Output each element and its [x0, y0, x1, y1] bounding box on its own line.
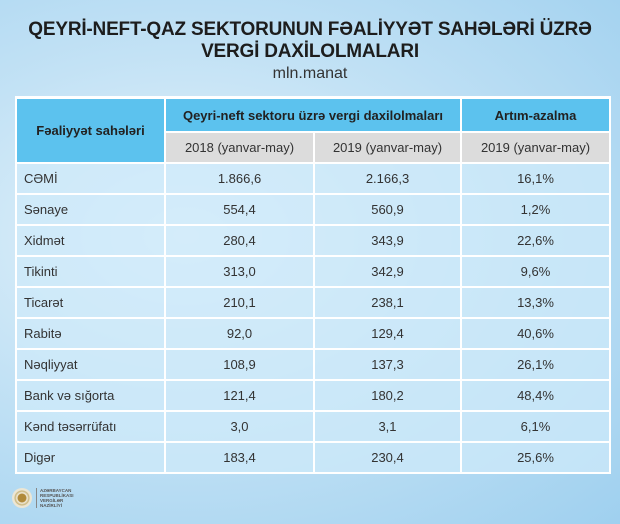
cell-2018: 183,4: [164, 441, 315, 474]
table-row: Ticarət 210,1 238,1 13,3%: [15, 286, 611, 319]
cell-2019: 343,9: [313, 224, 462, 257]
header-change-period: 2019 (yanvar-may): [460, 131, 611, 164]
logo-line: RESPUBLİKASI: [40, 493, 74, 498]
cell-2018: 1.866,6: [164, 162, 315, 195]
cell-change: 25,6%: [460, 441, 611, 474]
cell-change: 22,6%: [460, 224, 611, 257]
table-row: Rabitə 92,0 129,4 40,6%: [15, 317, 611, 350]
cell-2019: 137,3: [313, 348, 462, 381]
cell-activity: Digər: [15, 441, 166, 474]
cell-activity: Ticarət: [15, 286, 166, 319]
table-row: CƏMİ 1.866,6 2.166,3 16,1%: [15, 162, 611, 195]
cell-activity: Rabitə: [15, 317, 166, 350]
cell-activity: Nəqliyyat: [15, 348, 166, 381]
cell-2019: 3,1: [313, 410, 462, 443]
cell-2019: 129,4: [313, 317, 462, 350]
cell-activity: Tikinti: [15, 255, 166, 288]
header-2019: 2019 (yanvar-may): [313, 131, 462, 164]
cell-change: 16,1%: [460, 162, 611, 195]
cell-change: 1,2%: [460, 193, 611, 226]
table-row: Kənd təsərrüfatı 3,0 3,1 6,1%: [15, 410, 611, 443]
cell-activity: CƏMİ: [15, 162, 166, 195]
cell-2018: 210,1: [164, 286, 315, 319]
cell-2018: 121,4: [164, 379, 315, 412]
cell-2018: 108,9: [164, 348, 315, 381]
table-row: Xidmət 280,4 343,9 22,6%: [15, 224, 611, 257]
cell-change: 48,4%: [460, 379, 611, 412]
cell-activity: Bank və sığorta: [15, 379, 166, 412]
cell-2019: 238,1: [313, 286, 462, 319]
logo-line: AZƏRBAYCAN: [40, 488, 72, 493]
logo-text: AZƏRBAYCAN RESPUBLİKASI VERGİLƏR NAZİRLİ…: [36, 488, 74, 508]
cell-2018: 554,4: [164, 193, 315, 226]
title-line-1: QEYRİ-NEFT-QAZ SEKTORUNUN FƏALİYYƏT SAHƏ…: [28, 19, 592, 40]
cell-activity: Sənaye: [15, 193, 166, 226]
header-2018: 2018 (yanvar-may): [164, 131, 315, 164]
unit-label: mln.manat: [272, 65, 348, 82]
table-row: Tikinti 313,0 342,9 9,6%: [15, 255, 611, 288]
cell-2019: 342,9: [313, 255, 462, 288]
page-title: QEYRİ-NEFT-QAZ SEKTORUNUN FƏALİYYƏT SAHƏ…: [0, 19, 620, 63]
header-activity: Fəaliyyət sahələri: [15, 96, 166, 164]
cell-2019: 2.166,3: [313, 162, 462, 195]
title-line-2: VERGİ DAXİLOLMALARI: [201, 41, 419, 62]
table-row: Sənaye 554,4 560,9 1,2%: [15, 193, 611, 226]
cell-change: 9,6%: [460, 255, 611, 288]
cell-2018: 313,0: [164, 255, 315, 288]
emblem-icon: [12, 488, 32, 508]
cell-change: 13,3%: [460, 286, 611, 319]
table-row: Nəqliyyat 108,9 137,3 26,1%: [15, 348, 611, 381]
header-change: Artım-azalma: [460, 96, 611, 133]
cell-change: 26,1%: [460, 348, 611, 381]
logo-line: NAZİRLİYİ: [40, 503, 62, 508]
header-group: Qeyri-neft sektoru üzrə vergi daxilolmal…: [164, 96, 462, 133]
cell-2019: 180,2: [313, 379, 462, 412]
cell-activity: Kənd təsərrüfatı: [15, 410, 166, 443]
cell-2019: 230,4: [313, 441, 462, 474]
tax-table: Fəaliyyət sahələri Qeyri-neft sektoru üz…: [15, 96, 611, 474]
cell-change: 40,6%: [460, 317, 611, 350]
ministry-logo: AZƏRBAYCAN RESPUBLİKASI VERGİLƏR NAZİRLİ…: [12, 488, 74, 508]
cell-2019: 560,9: [313, 193, 462, 226]
cell-2018: 280,4: [164, 224, 315, 257]
cell-2018: 3,0: [164, 410, 315, 443]
cell-change: 6,1%: [460, 410, 611, 443]
table-row: Bank və sığorta 121,4 180,2 48,4%: [15, 379, 611, 412]
cell-2018: 92,0: [164, 317, 315, 350]
logo-line: VERGİLƏR: [40, 498, 64, 503]
table-row: Digər 183,4 230,4 25,6%: [15, 441, 611, 474]
cell-activity: Xidmət: [15, 224, 166, 257]
